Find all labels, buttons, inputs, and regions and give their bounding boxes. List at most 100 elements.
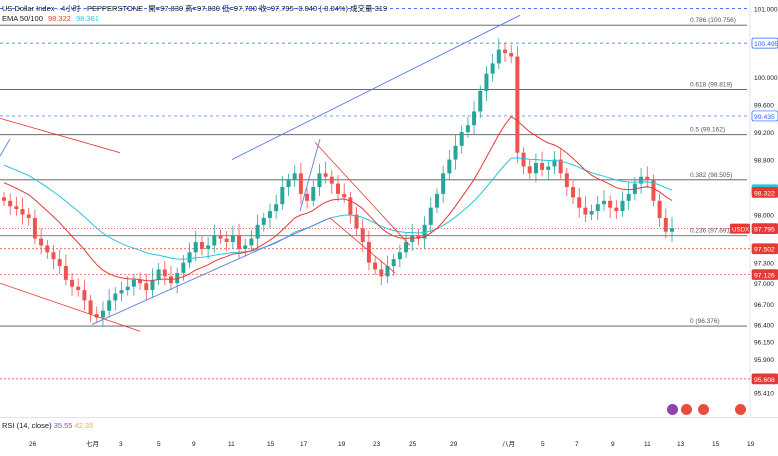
y-tick-label: 98.800 bbox=[754, 158, 774, 165]
candle-body bbox=[193, 242, 198, 253]
candle-body bbox=[261, 217, 266, 225]
candle-body bbox=[51, 252, 56, 260]
down-channel-line bbox=[0, 117, 121, 154]
candle-body bbox=[57, 259, 62, 267]
down-channel-line bbox=[329, 217, 396, 274]
candle-body bbox=[496, 49, 501, 64]
x-tick-label: 11 bbox=[228, 441, 235, 448]
ohlc-values: 開=97.830 高=97.830 低=97.780 收=97.795 -0.0… bbox=[148, 4, 388, 13]
x-tick-label: 5 bbox=[157, 441, 161, 448]
candle-body bbox=[94, 314, 99, 318]
candle-body bbox=[521, 152, 526, 167]
candle-body bbox=[32, 217, 37, 239]
rsi-pane[interactable] bbox=[0, 417, 778, 436]
x-tick-label: 17 bbox=[300, 441, 308, 448]
candle-body bbox=[595, 204, 600, 212]
x-tick-label: 5 bbox=[541, 441, 545, 448]
candle-body bbox=[397, 252, 402, 260]
candle-body bbox=[224, 238, 229, 242]
x-tick-label: 26 bbox=[29, 441, 37, 448]
candle-body bbox=[76, 286, 81, 291]
rsi-value: 35.55 bbox=[53, 421, 73, 430]
candle-body bbox=[280, 187, 285, 205]
price-tag bbox=[751, 187, 778, 198]
price-tag bbox=[751, 37, 778, 49]
down-channel-line bbox=[314, 142, 411, 246]
candle-body bbox=[150, 279, 155, 291]
x-tick-label: 七月 bbox=[86, 439, 99, 448]
candle-body bbox=[63, 266, 68, 280]
candle-body bbox=[323, 173, 328, 177]
rsi-indicator-name[interactable]: RSI (14, close) bbox=[2, 421, 52, 430]
economic-event-icon[interactable] bbox=[735, 404, 746, 415]
candle-body bbox=[286, 180, 291, 188]
candle-body bbox=[391, 259, 396, 267]
x-tick-label: 23 bbox=[373, 441, 381, 448]
economic-event-icon[interactable] bbox=[698, 404, 709, 415]
candle-body bbox=[465, 125, 470, 133]
ema-indicator-name[interactable]: EMA 50/100 bbox=[2, 14, 43, 23]
candle-body bbox=[237, 235, 242, 249]
candle-body bbox=[274, 204, 279, 212]
candle-body bbox=[626, 193, 631, 201]
candle-body bbox=[336, 183, 340, 194]
candle-body bbox=[453, 145, 458, 160]
candle-body bbox=[558, 159, 563, 174]
candle-body bbox=[230, 235, 235, 242]
candle-body bbox=[404, 242, 409, 253]
candle-body bbox=[317, 173, 322, 188]
candle-body bbox=[39, 238, 44, 246]
candle-body bbox=[472, 111, 477, 126]
flash-event-icon[interactable] bbox=[667, 404, 678, 415]
candle-body bbox=[434, 193, 439, 208]
fib-level-label: 0.236 (97.691) bbox=[690, 228, 732, 235]
candle-body bbox=[416, 235, 421, 239]
candle-body bbox=[546, 166, 551, 170]
candle-body bbox=[577, 197, 582, 208]
candle-body bbox=[8, 200, 13, 207]
candle-body bbox=[527, 166, 532, 174]
candle-body bbox=[639, 176, 644, 184]
candle-body bbox=[601, 200, 606, 205]
economic-event-icon[interactable] bbox=[681, 404, 692, 415]
candle-body bbox=[410, 235, 415, 242]
candle-body bbox=[218, 235, 223, 239]
candle-body bbox=[447, 159, 452, 174]
symbol-title[interactable]: US Dollar Index · 4小时 · PEPPERSTONE bbox=[2, 4, 144, 13]
candle-body bbox=[45, 245, 50, 253]
price-tag-value: 97.795 bbox=[754, 227, 775, 234]
candle-body bbox=[311, 187, 316, 201]
x-tick-label: 29 bbox=[450, 441, 458, 448]
candle-body bbox=[107, 300, 112, 311]
candle-body bbox=[478, 90, 483, 112]
candle-body bbox=[212, 235, 217, 246]
fib-level-label: 0.5 (99.162) bbox=[690, 127, 725, 134]
candle-body bbox=[663, 217, 668, 232]
rsi-legend: RSI (14, close) 35.55 42.35 bbox=[2, 421, 93, 430]
candle-body bbox=[354, 214, 359, 229]
trendline-segment bbox=[0, 138, 11, 157]
symbol-price-tag-label: USDX bbox=[732, 227, 749, 234]
candle-body bbox=[651, 180, 656, 201]
candle-body bbox=[20, 209, 25, 215]
candle-body bbox=[125, 286, 130, 291]
candle-body bbox=[162, 269, 167, 277]
price-axis bbox=[750, 0, 778, 417]
y-tick-label: 96.700 bbox=[754, 302, 774, 309]
y-tick-label: 96.150 bbox=[754, 340, 774, 347]
candle-body bbox=[564, 173, 569, 188]
y-tick-label: 96.400 bbox=[754, 322, 774, 329]
candle-body bbox=[422, 224, 427, 239]
y-tick-label: 100.000 bbox=[754, 75, 778, 82]
y-tick-label: 97.300 bbox=[754, 261, 774, 268]
fib-level-label: 0.382 (98.505) bbox=[690, 172, 732, 179]
y-tick-label: 98.000 bbox=[754, 213, 774, 220]
y-tick-label: 95.410 bbox=[754, 390, 774, 397]
x-tick-label: 15 bbox=[267, 441, 275, 448]
candle-body bbox=[490, 63, 495, 74]
ema50-value: 98.322 bbox=[47, 14, 71, 23]
candle-body bbox=[670, 228, 674, 232]
candle-body bbox=[509, 53, 514, 57]
